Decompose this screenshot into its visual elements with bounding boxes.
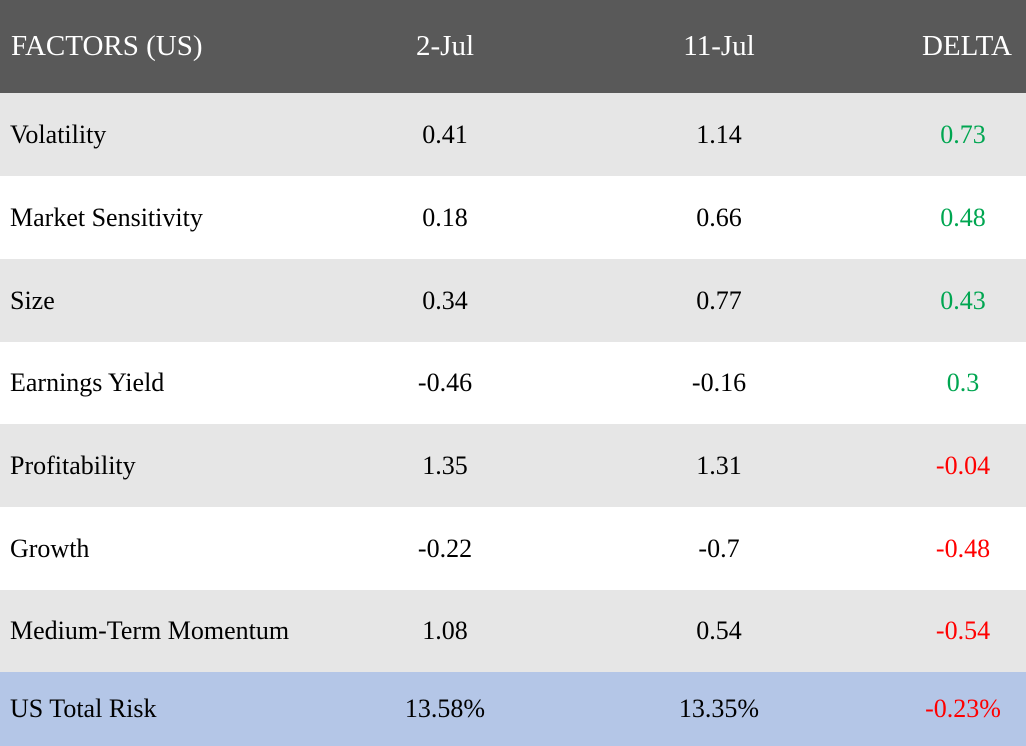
delta-value-cell: -0.48 [935,533,991,563]
table-row: Medium-Term Momentum 1.08 0.54 -0.54 [0,590,1026,672]
jul2-value-cell: 0.34 [422,285,468,315]
header-jul2: 2-Jul [416,30,474,62]
jul11-value-cell: 0.66 [696,202,742,232]
factor-cell: Earnings Yield [10,368,165,397]
table-row: Volatility 0.41 1.14 0.73 [0,93,1026,176]
factor-cell: Market Sensitivity [10,202,203,232]
jul11-value-cell: 13.35% [678,694,760,723]
jul11-value-cell: -0.7 [698,533,740,563]
jul2-value-cell: 13.58% [404,694,486,723]
jul2-value-cell: 1.35 [422,450,468,480]
delta-value-cell: -0.04 [935,450,991,480]
table-row: Market Sensitivity 0.18 0.66 0.48 [0,176,1026,259]
table-row: Growth -0.22 -0.7 -0.48 [0,507,1026,590]
jul11-value-cell: 1.14 [696,119,742,149]
factor-cell: US Total Risk [10,694,157,723]
table-header: FACTORS (US) 2-Jul 11-Jul DELTA [0,0,1026,93]
factor-cell: Medium-Term Momentum [10,616,290,645]
jul2-value-cell: 0.18 [422,202,468,232]
header-delta: DELTA [921,30,1012,62]
table-row: Size 0.34 0.77 0.43 [0,259,1026,342]
jul2-value-cell: 1.08 [422,616,468,645]
table-total-row: US Total Risk 13.58% 13.35% -0.23% [0,672,1026,746]
jul11-value-cell: -0.16 [691,368,747,397]
delta-value-cell: 0.43 [940,285,986,315]
delta-value-cell: -0.23% [925,694,1001,723]
factor-cell: Growth [10,533,90,563]
delta-value-cell: 0.48 [940,202,986,232]
jul2-value-cell: -0.22 [417,533,473,563]
table-row: Profitability 1.35 1.31 -0.04 [0,424,1026,507]
jul11-value-cell: 0.54 [696,616,742,645]
delta-value-cell: 0.3 [946,368,980,397]
factor-cell: Profitability [10,450,136,480]
table-row: Earnings Yield -0.46 -0.16 0.3 [0,342,1026,424]
factor-cell: Size [10,285,55,315]
delta-value-cell: -0.54 [935,616,991,645]
delta-value-cell: 0.73 [940,119,986,149]
factor-cell: Volatility [10,119,107,149]
jul11-value-cell: 1.31 [696,450,742,480]
jul2-value-cell: -0.46 [417,368,473,397]
jul11-value-cell: 0.77 [696,285,742,315]
header-factors: FACTORS (US) [11,30,203,62]
jul2-value-cell: 0.41 [422,119,468,149]
header-jul11: 11-Jul [683,30,755,62]
